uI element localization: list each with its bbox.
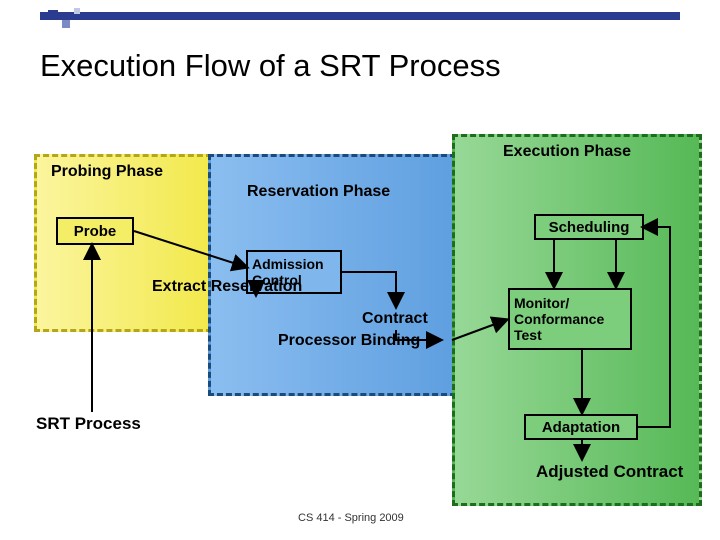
- reservation-phase-title: Reservation Phase: [247, 183, 390, 201]
- execution-phase-title: Execution Phase: [503, 143, 631, 161]
- slide-footer: CS 414 - Spring 2009: [298, 512, 404, 524]
- adjusted-contract-label: Adjusted Contract: [536, 462, 683, 482]
- decorative-top-bar: [40, 12, 680, 20]
- contract-label: Contract: [362, 310, 428, 328]
- probe-box: Probe: [56, 217, 134, 245]
- srt-process-label: SRT Process: [36, 414, 141, 434]
- monitor-conformance-box: Monitor/ Conformance Test: [508, 288, 632, 350]
- adaptation-box: Adaptation: [524, 414, 638, 440]
- extract-reservation-label: Extract Reservation: [152, 278, 302, 296]
- probing-phase-title: Probing Phase: [51, 163, 163, 181]
- scheduling-box: Scheduling: [534, 214, 644, 240]
- slide-title: Execution Flow of a SRT Process: [40, 48, 501, 84]
- processor-binding-label: Processor Binding: [278, 332, 420, 350]
